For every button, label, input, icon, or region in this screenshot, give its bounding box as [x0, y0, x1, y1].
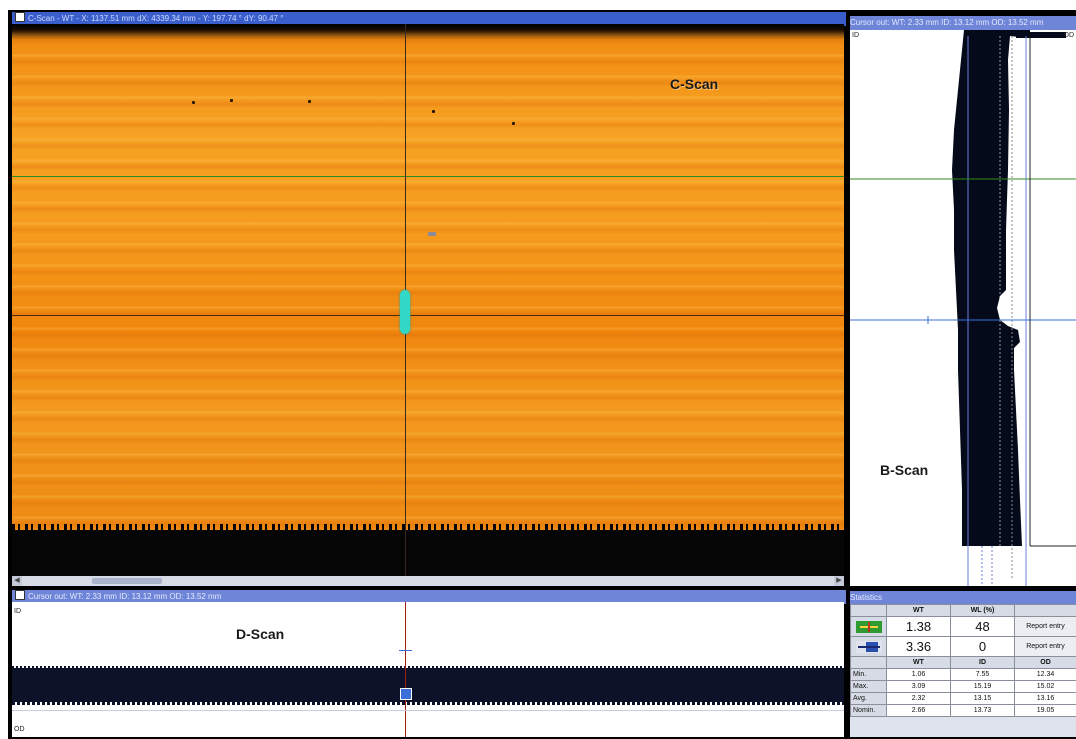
cscan-horizontal-scrollbar[interactable]: ◀ ▶ [12, 576, 844, 586]
bscan-id-tag: ID [852, 32, 859, 39]
bscan-title: Cursor out: WT: 2.33 mm ID: 13.12 mm OD:… [850, 18, 1044, 27]
dscan-title: Cursor out: WT: 2.33 mm ID: 13.12 mm OD:… [28, 592, 222, 601]
dscan-cursor-tick [399, 650, 412, 651]
table-row: Max. 3.09 15.19 15.02 [850, 680, 1076, 693]
scroll-right-arrow-icon[interactable]: ▶ [834, 576, 844, 586]
cursor2-wl-value: 0 [950, 636, 1015, 657]
bscan-view[interactable]: ID OD B-Scan [850, 30, 1076, 586]
scroll-left-arrow-icon[interactable]: ◀ [12, 576, 22, 586]
statistics-panel: WT WL (%) 1.38 48 Report entry 3.36 0 Re… [850, 604, 1076, 737]
report-entry-button[interactable]: Report entry [1014, 616, 1076, 637]
dscan-view[interactable]: ID OD D-Scan [12, 602, 844, 737]
indication-mark [230, 99, 233, 102]
summary-header-wt: WT [886, 656, 951, 669]
dscan-od-tag: OD [14, 726, 25, 733]
bscan-label: B-Scan [880, 462, 929, 478]
statistics-table: WT WL (%) 1.38 48 Report entry 3.36 0 Re… [850, 604, 1076, 717]
indication-mark [428, 232, 436, 236]
window-icon [15, 12, 25, 22]
dscan-cursor-marker[interactable] [400, 688, 412, 700]
summary-header-od: OD [1014, 656, 1076, 669]
cursor2-wt-value: 3.36 [886, 636, 951, 657]
dscan-id-tag: ID [14, 608, 21, 615]
table-row: Avg. 2.32 13.15 13.16 [850, 692, 1076, 705]
defect-indication[interactable] [400, 290, 410, 334]
dscan-titlebar[interactable]: Cursor out: WT: 2.33 mm ID: 13.12 mm OD:… [12, 590, 846, 604]
cscan-edge-signal [12, 524, 844, 576]
blue-cursor-icon[interactable] [850, 636, 887, 657]
cursor1-wt-value: 1.38 [886, 616, 951, 637]
stats-header-wl: WL (%) [950, 604, 1015, 617]
bscan-top-edge [1016, 32, 1066, 38]
indication-mark [192, 101, 195, 104]
cursor1-wl-value: 48 [950, 616, 1015, 637]
dscan-baseline [12, 710, 844, 711]
indication-mark [512, 122, 515, 125]
cscan-title: C-Scan - WT - X: 1137.51 mm dX: 4339.34 … [28, 14, 284, 23]
summary-header-id: ID [950, 656, 1015, 669]
table-row: Nomin. 2.66 13.73 19.05 [850, 704, 1076, 717]
dscan-label: D-Scan [236, 626, 285, 642]
bscan-profile [850, 30, 1076, 586]
dscan-cursor-line-red[interactable] [405, 602, 406, 737]
cscan-view[interactable]: C-Scan [12, 24, 844, 576]
indication-mark [432, 110, 435, 113]
window-icon [15, 590, 25, 600]
bscan-od-tag: OD [1063, 32, 1075, 39]
bscan-wall-profile [952, 30, 1030, 546]
stats-title: Statistics [850, 593, 883, 602]
scroll-thumb[interactable] [92, 578, 162, 584]
stats-header-wt: WT [886, 604, 951, 617]
table-row: Min. 1.06 7.55 12.34 [850, 668, 1076, 681]
bscan-titlebar[interactable]: Cursor out: WT: 2.33 mm ID: 13.12 mm OD:… [850, 16, 1076, 30]
cscan-titlebar[interactable]: C-Scan - WT - X: 1137.51 mm dX: 4339.34 … [12, 12, 846, 26]
cscan-cursor-line-dark[interactable] [12, 315, 844, 316]
dscan-signal-band [12, 666, 844, 705]
indication-mark [308, 100, 311, 103]
report-entry-button[interactable]: Report entry [1014, 636, 1076, 657]
green-cursor-icon[interactable] [850, 616, 887, 637]
stats-titlebar[interactable]: Statistics [850, 591, 1076, 604]
cscan-label: C-Scan [670, 76, 719, 92]
cscan-cursor-line-green[interactable] [12, 176, 844, 177]
